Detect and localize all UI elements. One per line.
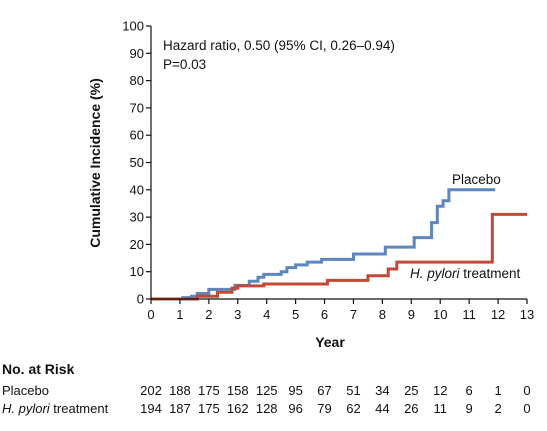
y-tick-label: 100 (122, 19, 144, 34)
risk-cell: 202 (140, 383, 162, 398)
y-tick-label: 90 (130, 46, 144, 61)
y-tick-label: 10 (130, 264, 144, 279)
x-tick-label: 12 (491, 307, 505, 322)
y-tick-label: 20 (130, 237, 144, 252)
x-tick-label: 1 (176, 307, 183, 322)
x-tick-label: 4 (263, 307, 270, 322)
x-tick-label: 5 (292, 307, 299, 322)
y-axis-label: Cumulative Incidence (%) (87, 78, 103, 248)
risk-row-label-hpylori: H. pylori treatment (2, 401, 108, 416)
risk-cell: 51 (346, 383, 361, 398)
x-tick-label: 10 (433, 307, 447, 322)
hazard-ratio-annotation: Hazard ratio, 0.50 (95% CI, 0.26–0.94) (163, 38, 395, 53)
risk-cell: 6 (465, 383, 473, 398)
x-tick-label: 13 (520, 307, 534, 322)
x-tick-label: 6 (321, 307, 328, 322)
risk-cell: 9 (465, 401, 473, 416)
risk-cell: 34 (375, 383, 390, 398)
x-tick-label: 3 (234, 307, 241, 322)
series-layer (151, 188, 527, 301)
series-label-hpylori-italic: H. pylori (410, 266, 461, 281)
risk-cell: 128 (255, 401, 278, 416)
risk-cell: 11 (433, 401, 447, 416)
risk-cell: 125 (255, 383, 278, 398)
risk-row-label-placebo: Placebo (2, 383, 49, 398)
risk-cell: 0 (523, 401, 531, 416)
risk-cell: 79 (317, 401, 332, 416)
x-tick-label: 0 (147, 307, 154, 322)
x-tick-label: 7 (350, 307, 357, 322)
risk-cell: 1 (494, 383, 502, 398)
x-axis-label: Year (315, 334, 345, 350)
risk-cell: 175 (197, 401, 220, 416)
y-tick-label: 80 (130, 73, 144, 88)
risk-cell: 44 (375, 401, 390, 416)
risk-cell: 95 (288, 383, 303, 398)
series-line-placebo (151, 188, 496, 301)
y-tick-label: 60 (130, 128, 144, 143)
risk-cell: 12 (432, 383, 448, 398)
risk-row-label-hpylori-rest: treatment (49, 401, 109, 416)
series-line-hpylori (151, 212, 527, 301)
x-tick-label: 8 (379, 307, 386, 322)
risk-cell: 187 (169, 401, 191, 416)
x-tick-label: 9 (408, 307, 415, 322)
risk-row-label-hpylori-italic: H. pylori (2, 401, 50, 416)
y-tick-label: 30 (130, 210, 144, 225)
risk-cell: 25 (404, 383, 419, 398)
series-label-hpylori: H. pylori treatment (410, 266, 521, 281)
y-tick-label: 40 (130, 182, 144, 197)
risk-cell: 62 (346, 401, 361, 416)
x-tick-label: 11 (462, 307, 476, 322)
risk-cell: 188 (169, 383, 191, 398)
p-value-annotation: P=0.03 (163, 57, 206, 72)
y-tick-label: 0 (137, 292, 144, 307)
risk-cell: 162 (226, 401, 249, 416)
x-tick-label: 2 (205, 307, 212, 322)
risk-table-title: No. at Risk (2, 361, 75, 377)
risk-cell: 67 (317, 383, 332, 398)
risk-cell: 2 (494, 401, 502, 416)
risk-cell: 194 (140, 401, 162, 416)
risk-cell: 175 (197, 383, 220, 398)
risk-cell: 0 (523, 383, 531, 398)
y-tick-label: 50 (130, 155, 144, 170)
series-label-hpylori-rest: treatment (460, 266, 521, 281)
risk-cell: 26 (404, 401, 419, 416)
risk-cell: 96 (288, 401, 303, 416)
y-tick-label: 70 (130, 100, 144, 115)
risk-cell: 158 (226, 383, 249, 398)
series-label-placebo: Placebo (452, 172, 501, 187)
